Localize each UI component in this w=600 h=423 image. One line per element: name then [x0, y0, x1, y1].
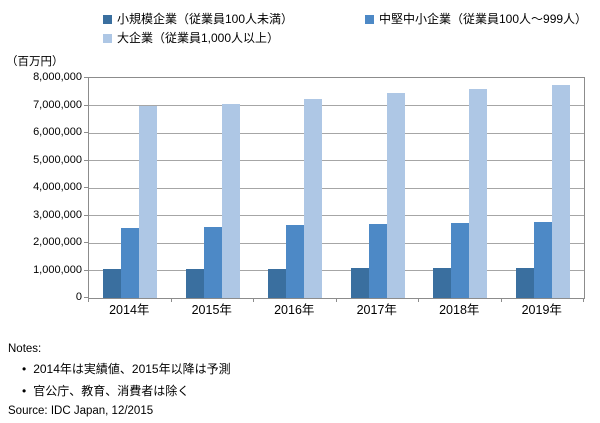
bar-series2-2015年 [221, 103, 240, 298]
bar-series1-2015年 [203, 226, 222, 298]
y-axis-tick-mark [84, 214, 88, 216]
x-axis-label-2019年: 2019年 [521, 303, 562, 317]
y-axis-unit-label: （百万円） [6, 56, 64, 68]
bar-series2-2017年 [386, 92, 405, 298]
bullet-icon: • [22, 384, 27, 398]
gridline [89, 215, 584, 216]
x-axis-tick-mark [500, 298, 502, 302]
y-axis-tick-label: 7,000,000 [33, 98, 82, 111]
note-text: 2014年は実績値、2015年以降は予測 [33, 362, 231, 376]
gridline [89, 270, 584, 271]
x-axis-tick-mark [253, 298, 254, 302]
x-axis-tick-mark [583, 298, 584, 302]
bar-series2-2019年 [551, 84, 570, 298]
note-item-0: • 2014年は実績値、2015年以降は予測 [22, 362, 231, 376]
bar-series1-2017年 [368, 223, 387, 298]
x-axis-label-2015年: 2015年 [191, 303, 232, 317]
legend-item-1: 中堅中小企業（従業員100人～999人） [365, 12, 587, 26]
bar-series2-2016年 [304, 98, 323, 298]
y-axis-tick-mark [84, 159, 88, 161]
y-axis-tick-label: 2,000,000 [33, 236, 82, 248]
y-axis-tick-label: 3,000,000 [33, 208, 82, 221]
chart-legend: 小規模企業（従業員100人未満） 中堅中小企業（従業員100人～999人） 大企業（… [103, 12, 587, 45]
y-axis-tick-label: 8,000,000 [33, 71, 82, 83]
legend-swatch-icon [365, 14, 374, 24]
y-axis-tick-label: 1,000,000 [33, 263, 82, 276]
y-axis-tick-mark [84, 297, 88, 298]
bar-series0-2015年 [185, 268, 204, 298]
gridline [89, 187, 584, 189]
x-axis-tick-mark [335, 298, 337, 302]
y-axis-tick-label: 5,000,000 [33, 153, 82, 166]
x-axis-label-2016年: 2016年 [274, 303, 315, 317]
bar-series1-2014年 [121, 227, 140, 298]
bar-series2-2018年 [469, 89, 488, 298]
x-axis-label-2017年: 2017年 [356, 303, 397, 317]
bar-series0-2014年 [103, 269, 122, 298]
gridline [89, 105, 584, 106]
legend-swatch-icon [103, 14, 112, 24]
notes-title: Notes: [8, 343, 42, 355]
gridline [89, 160, 584, 161]
legend-label: 小規模企業（従業員100人未満） [117, 12, 294, 26]
note-item-1: • 官公庁、教育、消費者は除く [22, 384, 189, 398]
y-axis-tick-label: 4,000,000 [33, 181, 82, 193]
note-text: 官公庁、教育、消費者は除く [33, 384, 190, 398]
y-axis-tick-label: 6,000,000 [33, 126, 82, 138]
legend-label: 大企業（従業員1,000人以上） [117, 31, 280, 45]
x-axis-tick-mark [88, 298, 89, 302]
bar-series1-2018年 [451, 222, 470, 298]
y-axis-tick-mark [84, 104, 88, 106]
plot-area [88, 77, 585, 299]
y-axis-tick-mark [84, 187, 88, 188]
y-axis-tick-mark [84, 269, 88, 271]
bar-series0-2019年 [515, 267, 534, 298]
y-axis-tick-mark [84, 242, 88, 243]
legend-swatch-icon [103, 33, 112, 43]
y-axis-tick-mark [84, 77, 88, 78]
bar-series0-2018年 [433, 268, 452, 298]
y-axis-tick-label: 0 [75, 291, 82, 303]
gridline [89, 132, 584, 134]
source-line: Source: IDC Japan, 12/2015 [8, 405, 154, 417]
y-axis-tick-mark [84, 132, 88, 133]
bar-series2-2014年 [139, 105, 158, 298]
x-axis-label-2014年: 2014年 [109, 303, 150, 317]
legend-label: 中堅中小企業（従業員100人～999人） [379, 12, 588, 26]
gridline [89, 242, 584, 244]
bar-series0-2017年 [350, 268, 369, 298]
bullet-icon: • [22, 362, 27, 376]
bar-series1-2016年 [286, 224, 305, 298]
x-axis-label-2018年: 2018年 [439, 303, 480, 317]
x-axis-tick-mark [170, 298, 172, 302]
bar-series0-2016年 [268, 268, 287, 298]
legend-item-2: 大企業（従業員1,000人以上） [103, 31, 365, 45]
legend-item-0: 小規模企業（従業員100人未満） [103, 12, 365, 26]
x-axis-tick-mark [418, 298, 419, 302]
bar-series1-2019年 [533, 221, 552, 298]
